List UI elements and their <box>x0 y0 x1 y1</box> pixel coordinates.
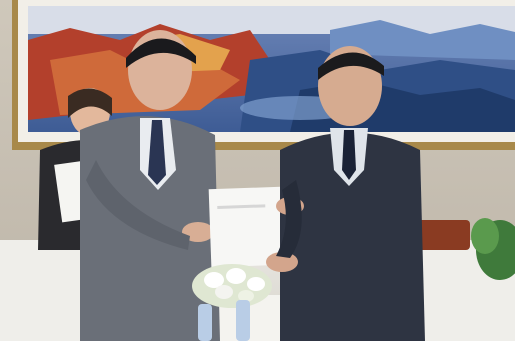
bottle-2 <box>236 300 250 341</box>
bottle-1 <box>198 304 212 341</box>
chair-back <box>408 220 470 250</box>
flower-arrangement <box>192 264 272 308</box>
right-man <box>266 46 425 341</box>
left-man <box>80 30 220 341</box>
plant <box>471 218 515 280</box>
